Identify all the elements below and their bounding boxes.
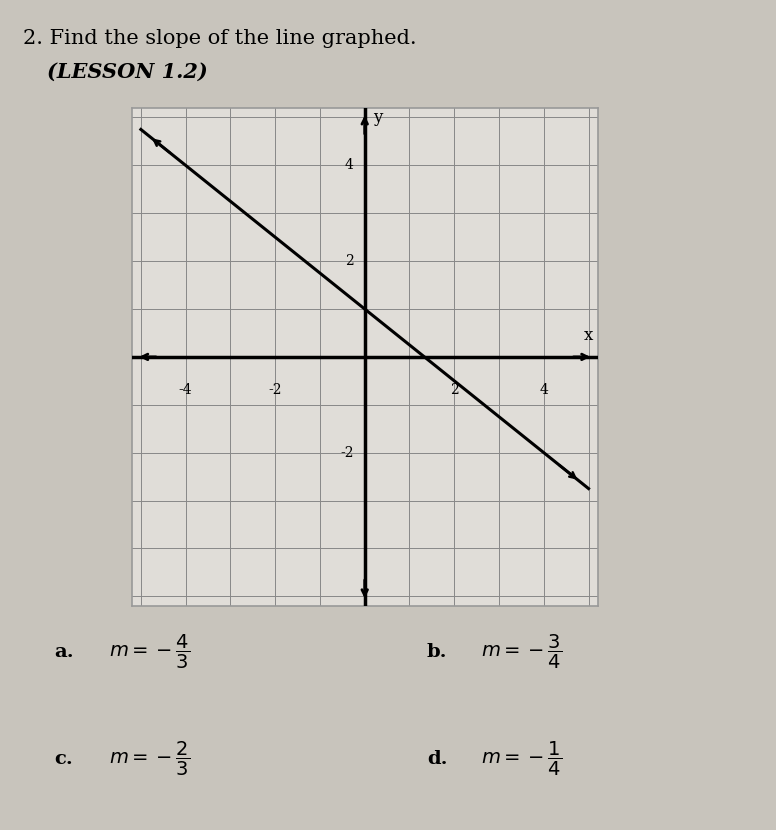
Text: (LESSON 1.2): (LESSON 1.2) [47, 62, 207, 82]
Text: $m = -\dfrac{2}{3}$: $m = -\dfrac{2}{3}$ [109, 740, 190, 779]
Text: c.: c. [54, 750, 73, 769]
Text: $m = -\dfrac{3}{4}$: $m = -\dfrac{3}{4}$ [481, 632, 563, 671]
Text: 2: 2 [345, 254, 354, 268]
Text: -2: -2 [340, 446, 354, 460]
Text: -2: -2 [268, 383, 282, 398]
Text: y: y [372, 109, 382, 126]
Text: -4: -4 [178, 383, 192, 398]
Text: 4: 4 [539, 383, 548, 398]
Text: a.: a. [54, 642, 74, 661]
Text: 2: 2 [450, 383, 459, 398]
Text: 2. Find the slope of the line graphed.: 2. Find the slope of the line graphed. [23, 29, 417, 48]
Text: 4: 4 [345, 159, 354, 173]
Text: $m = -\dfrac{4}{3}$: $m = -\dfrac{4}{3}$ [109, 632, 190, 671]
Text: b.: b. [427, 642, 447, 661]
Text: d.: d. [427, 750, 447, 769]
Text: $m = -\dfrac{1}{4}$: $m = -\dfrac{1}{4}$ [481, 740, 563, 779]
Text: x: x [584, 327, 594, 344]
